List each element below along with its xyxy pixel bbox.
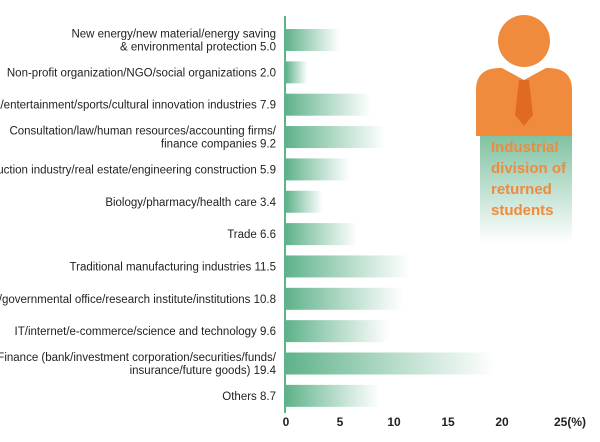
category-label-5: Biology/pharmacy/health care 3.4 bbox=[105, 197, 276, 209]
category-label-3: Consultation/law/human resources/account… bbox=[9, 126, 276, 151]
bar-7 bbox=[286, 255, 411, 278]
bar-9 bbox=[286, 320, 390, 343]
category-label-4: Construction industry/real estate/engine… bbox=[0, 164, 276, 176]
category-label-6: Trade 6.6 bbox=[227, 229, 276, 241]
bar-1 bbox=[286, 61, 308, 84]
category-label-11: Others 8.7 bbox=[222, 391, 276, 403]
category-label-10: Finance (bank/investment corporation/sec… bbox=[0, 352, 277, 377]
category-label-7: Traditional manufacturing industries 11.… bbox=[70, 261, 276, 273]
category-label-2: Media/entertainment/sports/cultural inno… bbox=[0, 100, 276, 112]
category-label-9: IT/internet/e-commerce/science and techn… bbox=[15, 326, 276, 338]
x-tick-label-2: 10 bbox=[387, 415, 401, 429]
person-icon bbox=[476, 15, 572, 136]
x-tick-label-1: 5 bbox=[337, 415, 344, 429]
category-labels: New energy/new material/energy saving & e… bbox=[0, 29, 277, 403]
legend: Industrial division of returned students bbox=[476, 15, 572, 243]
bars bbox=[286, 29, 496, 407]
bar-5 bbox=[286, 190, 323, 213]
category-label-1: Non-profit organization/NGO/social organ… bbox=[7, 67, 276, 79]
bar-8 bbox=[286, 287, 403, 310]
bar-0 bbox=[286, 29, 340, 51]
category-label-8: Education/governmental office/research i… bbox=[0, 294, 276, 306]
bar-3 bbox=[286, 126, 386, 149]
legend-text: Industrial division of returned students bbox=[491, 139, 567, 219]
bar-2 bbox=[286, 93, 372, 116]
x-tick-label-4: 20 bbox=[495, 415, 509, 429]
bar-6 bbox=[286, 223, 358, 246]
x-tick-label-5: 25(%) bbox=[554, 415, 586, 429]
bar-4 bbox=[286, 158, 350, 181]
x-axis-ticks: 0 5 10 15 20 25(%) bbox=[283, 415, 586, 429]
x-tick-label-0: 0 bbox=[283, 415, 290, 429]
bar-10 bbox=[286, 352, 496, 375]
x-tick-label-3: 15 bbox=[441, 415, 455, 429]
category-label-0: New energy/new material/energy saving & e… bbox=[71, 29, 276, 54]
bar-11 bbox=[286, 384, 380, 407]
